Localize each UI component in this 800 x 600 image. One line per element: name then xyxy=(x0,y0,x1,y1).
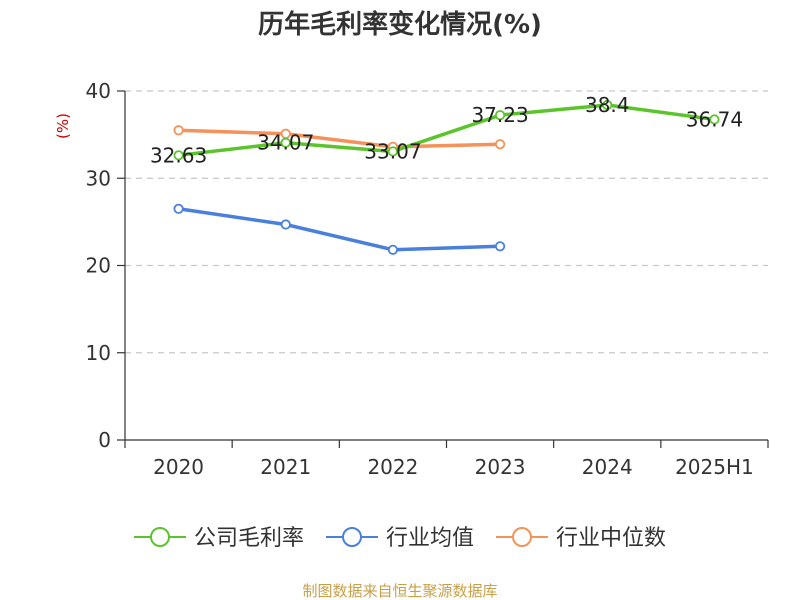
data-label: 37.23 xyxy=(471,103,528,127)
legend-label: 行业中位数 xyxy=(556,526,666,551)
legend-marker xyxy=(512,527,532,547)
data-point xyxy=(173,203,184,214)
series-line xyxy=(176,207,502,252)
data-label: 36.74 xyxy=(686,107,743,131)
x-tick-label: 2024 xyxy=(582,455,633,479)
x-tick-label: 2025H1 xyxy=(675,455,754,479)
y-tick-label: 10 xyxy=(86,341,111,365)
data-point xyxy=(709,114,720,125)
y-tick-label: 0 xyxy=(98,428,111,452)
data-point xyxy=(602,99,613,111)
data-label: 38.4 xyxy=(585,93,630,117)
series-layer xyxy=(173,99,720,255)
data-label: 34.07 xyxy=(257,131,314,155)
series-line xyxy=(176,128,502,149)
x-tick-label: 2022 xyxy=(367,455,418,479)
data-label: 33.07 xyxy=(364,139,421,163)
x-tick-label: 2023 xyxy=(475,455,526,479)
series-line xyxy=(176,103,717,158)
legend-marker xyxy=(342,527,362,547)
y-tick-label: 30 xyxy=(86,166,111,190)
data-point xyxy=(494,139,506,150)
source-note: 制图数据来自恒生聚源数据库 xyxy=(302,582,497,600)
legend-item[interactable]: 行业中位数 xyxy=(496,526,666,551)
legend-item[interactable]: 行业均值 xyxy=(326,526,474,551)
legend[interactable]: 公司毛利率 行业均值 行业中位数 xyxy=(134,526,666,551)
series-1 xyxy=(173,99,720,161)
data-point xyxy=(494,110,506,121)
data-point xyxy=(494,241,506,252)
y-tick-label: 40 xyxy=(86,79,111,103)
data-point xyxy=(387,244,399,255)
data-point xyxy=(173,125,184,136)
axis-layer: 0 10 20 30 40 2020 2021 2022 2023 2024 2025H1 xyxy=(86,79,769,479)
legend-label: 公司毛利率 xyxy=(194,526,304,551)
data-point xyxy=(280,137,291,148)
data-label-layer: 32.63 34.07 33.07 37.23 38.4 36.74 xyxy=(150,93,743,167)
legend-marker xyxy=(150,527,170,547)
legend-label: 行业均值 xyxy=(386,526,474,551)
grid-layer xyxy=(125,90,768,354)
data-label: 32.63 xyxy=(150,143,207,167)
data-point xyxy=(387,146,399,157)
chart-title: 历年毛利率变化情况(%) xyxy=(258,9,542,40)
y-unit-label: (%) xyxy=(54,113,72,139)
data-point xyxy=(173,150,184,161)
x-tick-label: 2021 xyxy=(260,455,311,479)
x-tick-label: 2020 xyxy=(153,455,204,479)
series-3 xyxy=(173,125,506,152)
data-point xyxy=(280,219,291,230)
y-tick-label: 20 xyxy=(86,254,111,278)
legend-item[interactable]: 公司毛利率 xyxy=(134,526,304,551)
series-2 xyxy=(173,203,506,255)
